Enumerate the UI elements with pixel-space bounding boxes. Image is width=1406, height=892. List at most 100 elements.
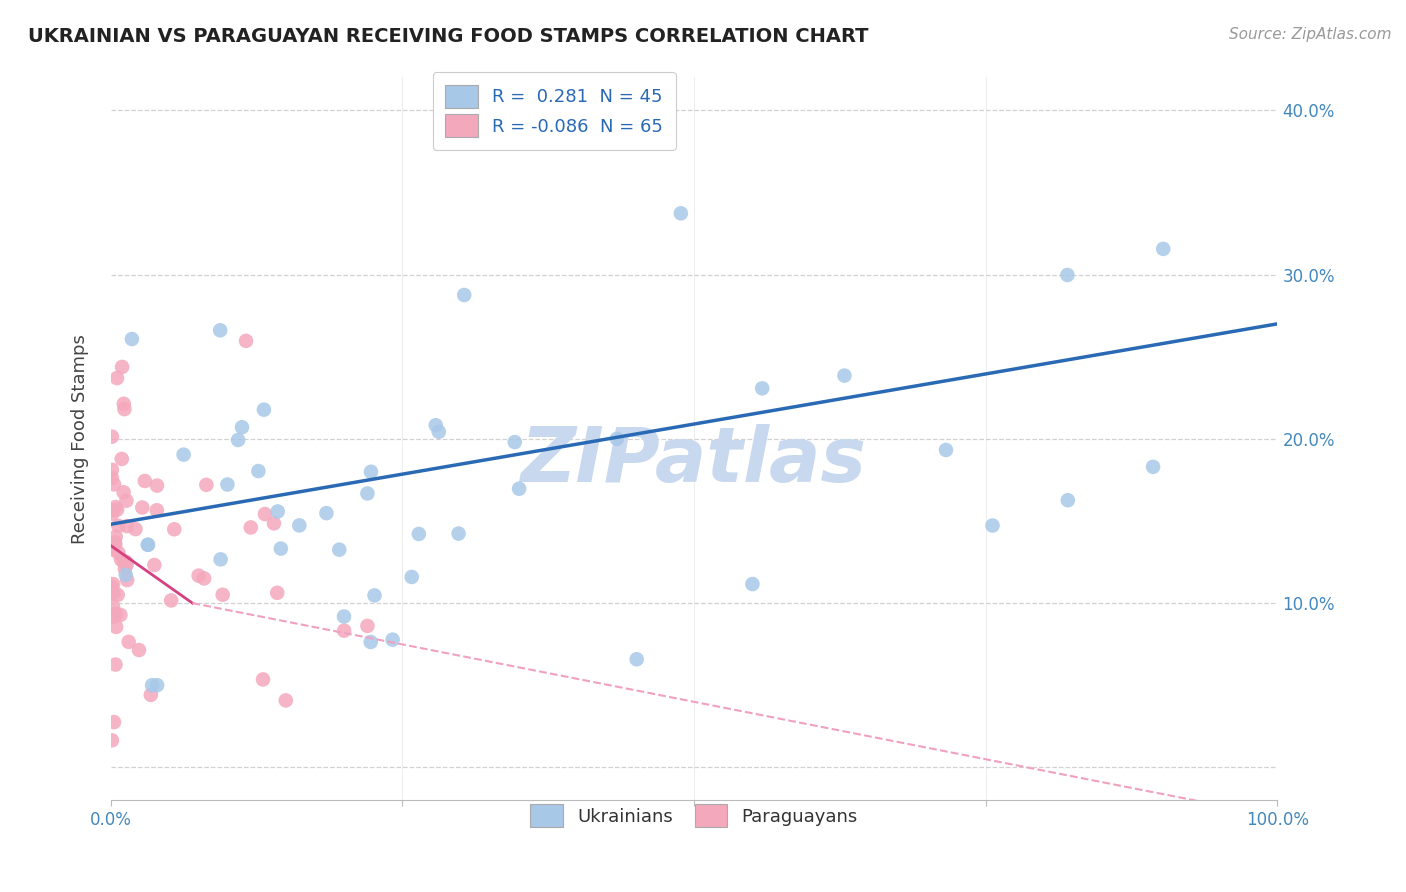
Point — [101, 577, 124, 591]
Point — [1056, 268, 1078, 282]
Point — [114, 568, 136, 582]
Point — [981, 518, 1004, 533]
Point — [626, 652, 648, 666]
Point — [104, 538, 127, 552]
Point — [1142, 459, 1164, 474]
Point — [146, 478, 169, 492]
Point — [1056, 493, 1078, 508]
Point — [356, 619, 378, 633]
Point — [139, 688, 162, 702]
Point — [110, 552, 132, 566]
Point — [101, 463, 124, 477]
Point — [128, 643, 150, 657]
Point — [101, 599, 124, 614]
Point — [253, 402, 276, 417]
Point — [274, 693, 297, 707]
Point — [118, 635, 141, 649]
Point — [112, 485, 135, 500]
Point — [209, 552, 232, 566]
Point — [112, 397, 135, 411]
Point — [360, 465, 382, 479]
Point — [104, 500, 127, 514]
Point — [741, 577, 763, 591]
Point — [356, 486, 378, 500]
Point — [163, 522, 186, 536]
Point — [103, 609, 125, 624]
Point — [104, 657, 127, 672]
Point — [101, 733, 124, 747]
Point — [115, 555, 138, 569]
Point — [226, 433, 249, 447]
Point — [114, 402, 136, 417]
Point — [103, 477, 125, 491]
Point — [107, 519, 129, 533]
Point — [270, 541, 292, 556]
Point — [114, 562, 136, 576]
Point — [121, 332, 143, 346]
Point — [606, 432, 628, 446]
Point — [136, 538, 159, 552]
Point — [333, 609, 356, 624]
Point — [101, 503, 124, 517]
Point — [935, 442, 957, 457]
Point — [114, 556, 136, 570]
Point — [115, 573, 138, 587]
Point — [195, 478, 218, 492]
Point — [160, 593, 183, 607]
Point — [266, 586, 288, 600]
Point — [104, 530, 127, 544]
Point — [101, 507, 124, 521]
Point — [427, 425, 450, 439]
Point — [124, 522, 146, 536]
Point — [101, 580, 124, 594]
Point — [253, 507, 276, 521]
Point — [247, 464, 270, 478]
Point — [209, 323, 232, 337]
Legend: Ukrainians, Paraguayans: Ukrainians, Paraguayans — [523, 797, 865, 835]
Point — [104, 535, 127, 549]
Point — [333, 624, 356, 638]
Point — [101, 542, 124, 557]
Point — [211, 588, 233, 602]
Point — [143, 558, 166, 572]
Point — [235, 334, 257, 348]
Point — [315, 506, 337, 520]
Point — [134, 474, 156, 488]
Point — [146, 678, 169, 692]
Text: UKRAINIAN VS PARAGUAYAN RECEIVING FOOD STAMPS CORRELATION CHART: UKRAINIAN VS PARAGUAYAN RECEIVING FOOD S… — [28, 27, 869, 45]
Point — [115, 519, 138, 533]
Point — [115, 493, 138, 508]
Point — [363, 588, 385, 602]
Point — [115, 558, 138, 572]
Point — [173, 448, 195, 462]
Point — [136, 538, 159, 552]
Y-axis label: Receiving Food Stamps: Receiving Food Stamps — [72, 334, 89, 544]
Point — [239, 520, 262, 534]
Point — [101, 471, 124, 485]
Point — [267, 504, 290, 518]
Point — [263, 516, 285, 531]
Point — [104, 607, 127, 621]
Point — [111, 452, 134, 467]
Point — [105, 502, 128, 516]
Point — [288, 518, 311, 533]
Point — [101, 430, 124, 444]
Point — [101, 582, 124, 597]
Point — [231, 420, 253, 434]
Point — [111, 359, 134, 374]
Point — [508, 482, 530, 496]
Point — [110, 607, 132, 622]
Point — [447, 526, 470, 541]
Point — [328, 542, 350, 557]
Point — [360, 635, 382, 649]
Point — [131, 500, 153, 515]
Point — [146, 503, 169, 517]
Point — [503, 435, 526, 450]
Point — [834, 368, 856, 383]
Point — [107, 588, 129, 602]
Point — [453, 288, 475, 302]
Point — [425, 418, 447, 433]
Text: ZIPatlas: ZIPatlas — [522, 424, 868, 498]
Point — [217, 477, 239, 491]
Point — [107, 546, 129, 560]
